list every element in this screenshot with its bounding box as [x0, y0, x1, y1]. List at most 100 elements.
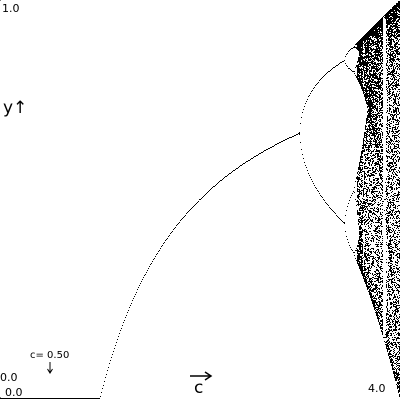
orbit-column: [395, 5, 396, 381]
orbit-column: [387, 12, 388, 352]
orbit-column: [102, 388, 103, 389]
orbit-column: [94, 398, 95, 399]
orbit-column: [126, 315, 127, 316]
orbit-column: [97, 398, 98, 399]
orbit-column: [293, 136, 294, 137]
orbit-column: [55, 398, 56, 399]
orbit-column: [129, 307, 130, 308]
orbit-column: [91, 398, 92, 399]
orbit-column: [138, 287, 139, 288]
orbit-column: [185, 215, 186, 216]
orbit-column: [17, 398, 18, 399]
orbit-column: [184, 216, 185, 217]
orbit-column: [57, 398, 58, 399]
orbit-column: [359, 40, 360, 269]
orbit-column: [398, 1, 399, 393]
orbit-column: [376, 23, 377, 316]
orbit-column: [203, 196, 204, 197]
orbit-column: [121, 328, 122, 329]
orbit-column: [186, 213, 187, 214]
orbit-column: [105, 377, 106, 378]
orbit-column: [201, 198, 202, 199]
orbit-column: [280, 142, 281, 143]
orbit-column: [19, 398, 20, 399]
orbit-column: [109, 363, 110, 364]
orbit-column: [270, 147, 271, 148]
orbit-column: [209, 190, 210, 191]
orbit-column: [53, 398, 54, 399]
orbit-column: [177, 224, 178, 225]
orbit-column: [30, 398, 31, 399]
orbit-column: [266, 149, 267, 150]
orbit-column: [27, 398, 28, 399]
orbit-column: [81, 398, 82, 399]
orbit-column: [377, 22, 378, 319]
orbit-column: [230, 173, 231, 174]
orbit-column: [29, 398, 30, 399]
orbit-column: [33, 398, 34, 399]
orbit-column: [78, 398, 79, 399]
orbit-column: [31, 398, 32, 399]
orbit-column: [93, 398, 94, 399]
x-axis-label: c: [194, 378, 203, 398]
orbit-column: [36, 398, 37, 399]
orbit-column: [132, 300, 133, 301]
orbit-column: [235, 169, 236, 170]
orbit-column: [265, 150, 266, 151]
orbit-column: [152, 261, 153, 262]
orbit-column: [211, 188, 212, 189]
orbit-column: [101, 392, 102, 393]
orbit-column: [61, 398, 62, 399]
orbit-column: [115, 345, 116, 346]
orbit-column: [95, 398, 96, 399]
orbit-column: [226, 176, 227, 177]
orbit-column: [72, 398, 73, 399]
orbit-column: [254, 156, 255, 157]
orbit-column: [67, 398, 68, 399]
orbit-column: [69, 398, 70, 399]
orbit-column: [47, 398, 48, 399]
orbit-column: [393, 6, 394, 374]
orbit-column: [392, 7, 393, 370]
orbit-column: [40, 398, 41, 399]
orbit-column: [3, 398, 4, 399]
orbit-column: [113, 351, 114, 352]
orbit-column: [256, 155, 257, 156]
orbit-column: [248, 160, 249, 161]
orbit-column: [41, 398, 42, 399]
orbit-column: [125, 317, 126, 318]
orbit-column: [227, 175, 228, 176]
orbit-column: [208, 191, 209, 192]
orbit-column: [285, 139, 286, 140]
orbit-column: [223, 178, 224, 179]
orbit-column: [394, 5, 395, 378]
orbit-column: [130, 305, 131, 306]
orbit-column: [292, 136, 293, 137]
orbit-column: [205, 194, 206, 195]
orbit-column: [294, 135, 295, 136]
orbit-column: [89, 398, 90, 399]
orbit-column: [206, 193, 207, 194]
orbit-column: [75, 398, 76, 399]
orbit-column: [269, 148, 270, 149]
y-axis-label: y↑: [3, 98, 27, 118]
orbit-column: [233, 170, 234, 171]
orbit-column: [279, 142, 280, 143]
orbit-column: [178, 223, 179, 224]
orbit-column: [117, 339, 118, 340]
orbit-column: [183, 217, 184, 218]
orbit-column: [249, 160, 250, 161]
orbit-column: [2, 398, 3, 399]
orbit-column: [253, 157, 254, 158]
orbit-column: [284, 140, 285, 141]
orbit-column: [264, 150, 265, 151]
orbit-column: [252, 158, 253, 159]
orbit-column: [372, 27, 373, 304]
orbit-column: [228, 174, 229, 175]
orbit-column: [104, 381, 105, 382]
orbit-column: [128, 310, 129, 311]
orbit-column: [202, 197, 203, 198]
orbit-column: [11, 398, 12, 399]
orbit-column: [272, 146, 273, 147]
orbit-column: [237, 168, 238, 169]
